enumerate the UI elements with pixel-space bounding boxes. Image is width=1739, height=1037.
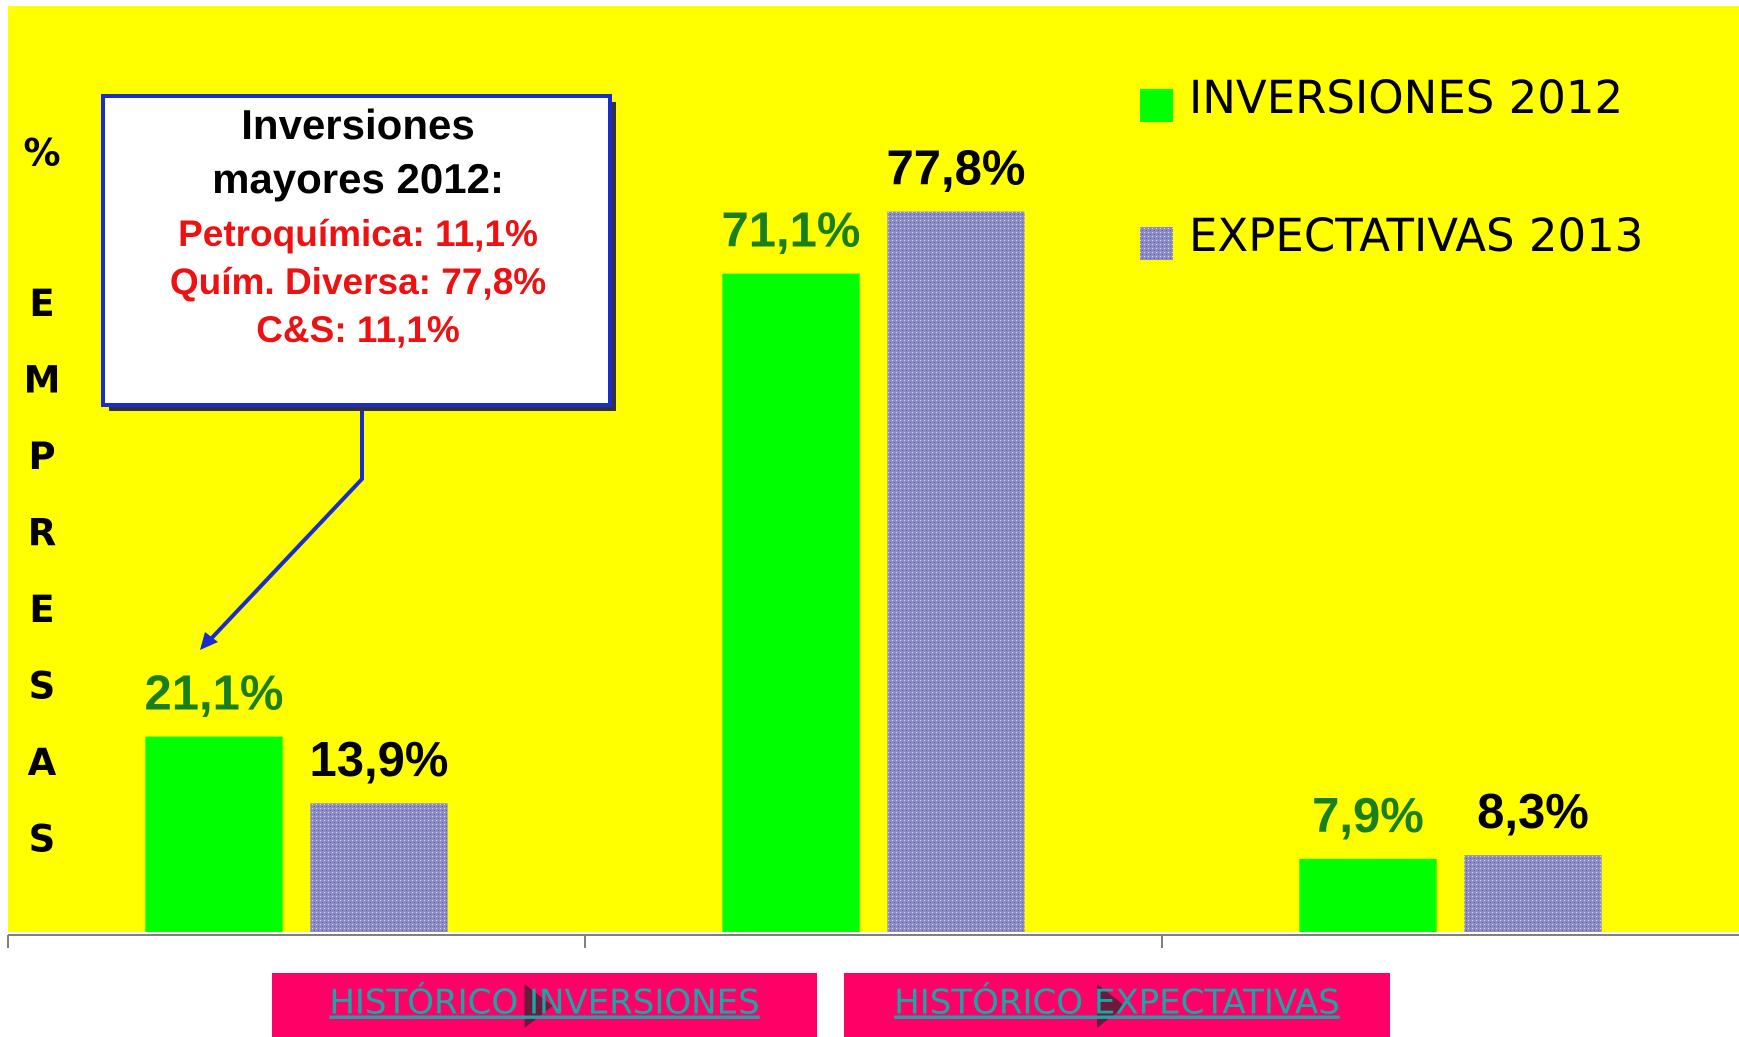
button-arrow: [1097, 984, 1125, 1028]
legend-swatch: [1140, 227, 1173, 260]
legend-label: INVERSIONES 2012: [1189, 71, 1623, 124]
callout-title: mayores 2012:: [212, 155, 504, 202]
callout-arrowhead: [200, 632, 218, 650]
bar: [887, 211, 1025, 932]
value-label: 7,9%: [1312, 789, 1424, 843]
value-label: 21,1%: [145, 667, 284, 721]
bar: [1299, 858, 1437, 932]
nav-button[interactable]: HISTÓRICO INVERSIONES: [272, 973, 817, 1037]
value-label: 13,9%: [310, 733, 449, 787]
callout-line: C&S: 11,1%: [256, 309, 460, 350]
callout-line: Quím. Diversa: 77,8%: [170, 261, 546, 302]
bar: [310, 803, 448, 932]
value-label: 77,8%: [887, 142, 1026, 196]
nav-button[interactable]: HISTÓRICO EXPECTATIVAS: [844, 973, 1390, 1037]
callout-line: Petroquímica: 11,1%: [178, 213, 538, 254]
bar: [1464, 855, 1602, 932]
callout-box: [101, 94, 612, 407]
legend-swatch: [1140, 89, 1173, 122]
callout-pointer: [206, 405, 364, 644]
y-axis-unit: %: [23, 132, 60, 175]
bar: [722, 273, 860, 932]
value-label: 71,1%: [722, 204, 861, 258]
value-label: 8,3%: [1477, 785, 1589, 839]
button-label[interactable]: HISTÓRICO EXPECTATIVAS: [894, 982, 1340, 1023]
button-arrow: [524, 984, 553, 1028]
callout-title: Inversiones: [241, 101, 474, 148]
legend-label: EXPECTATIVAS 2013: [1189, 209, 1643, 262]
button-label[interactable]: HISTÓRICO INVERSIONES: [329, 982, 759, 1023]
bar: [145, 736, 283, 932]
